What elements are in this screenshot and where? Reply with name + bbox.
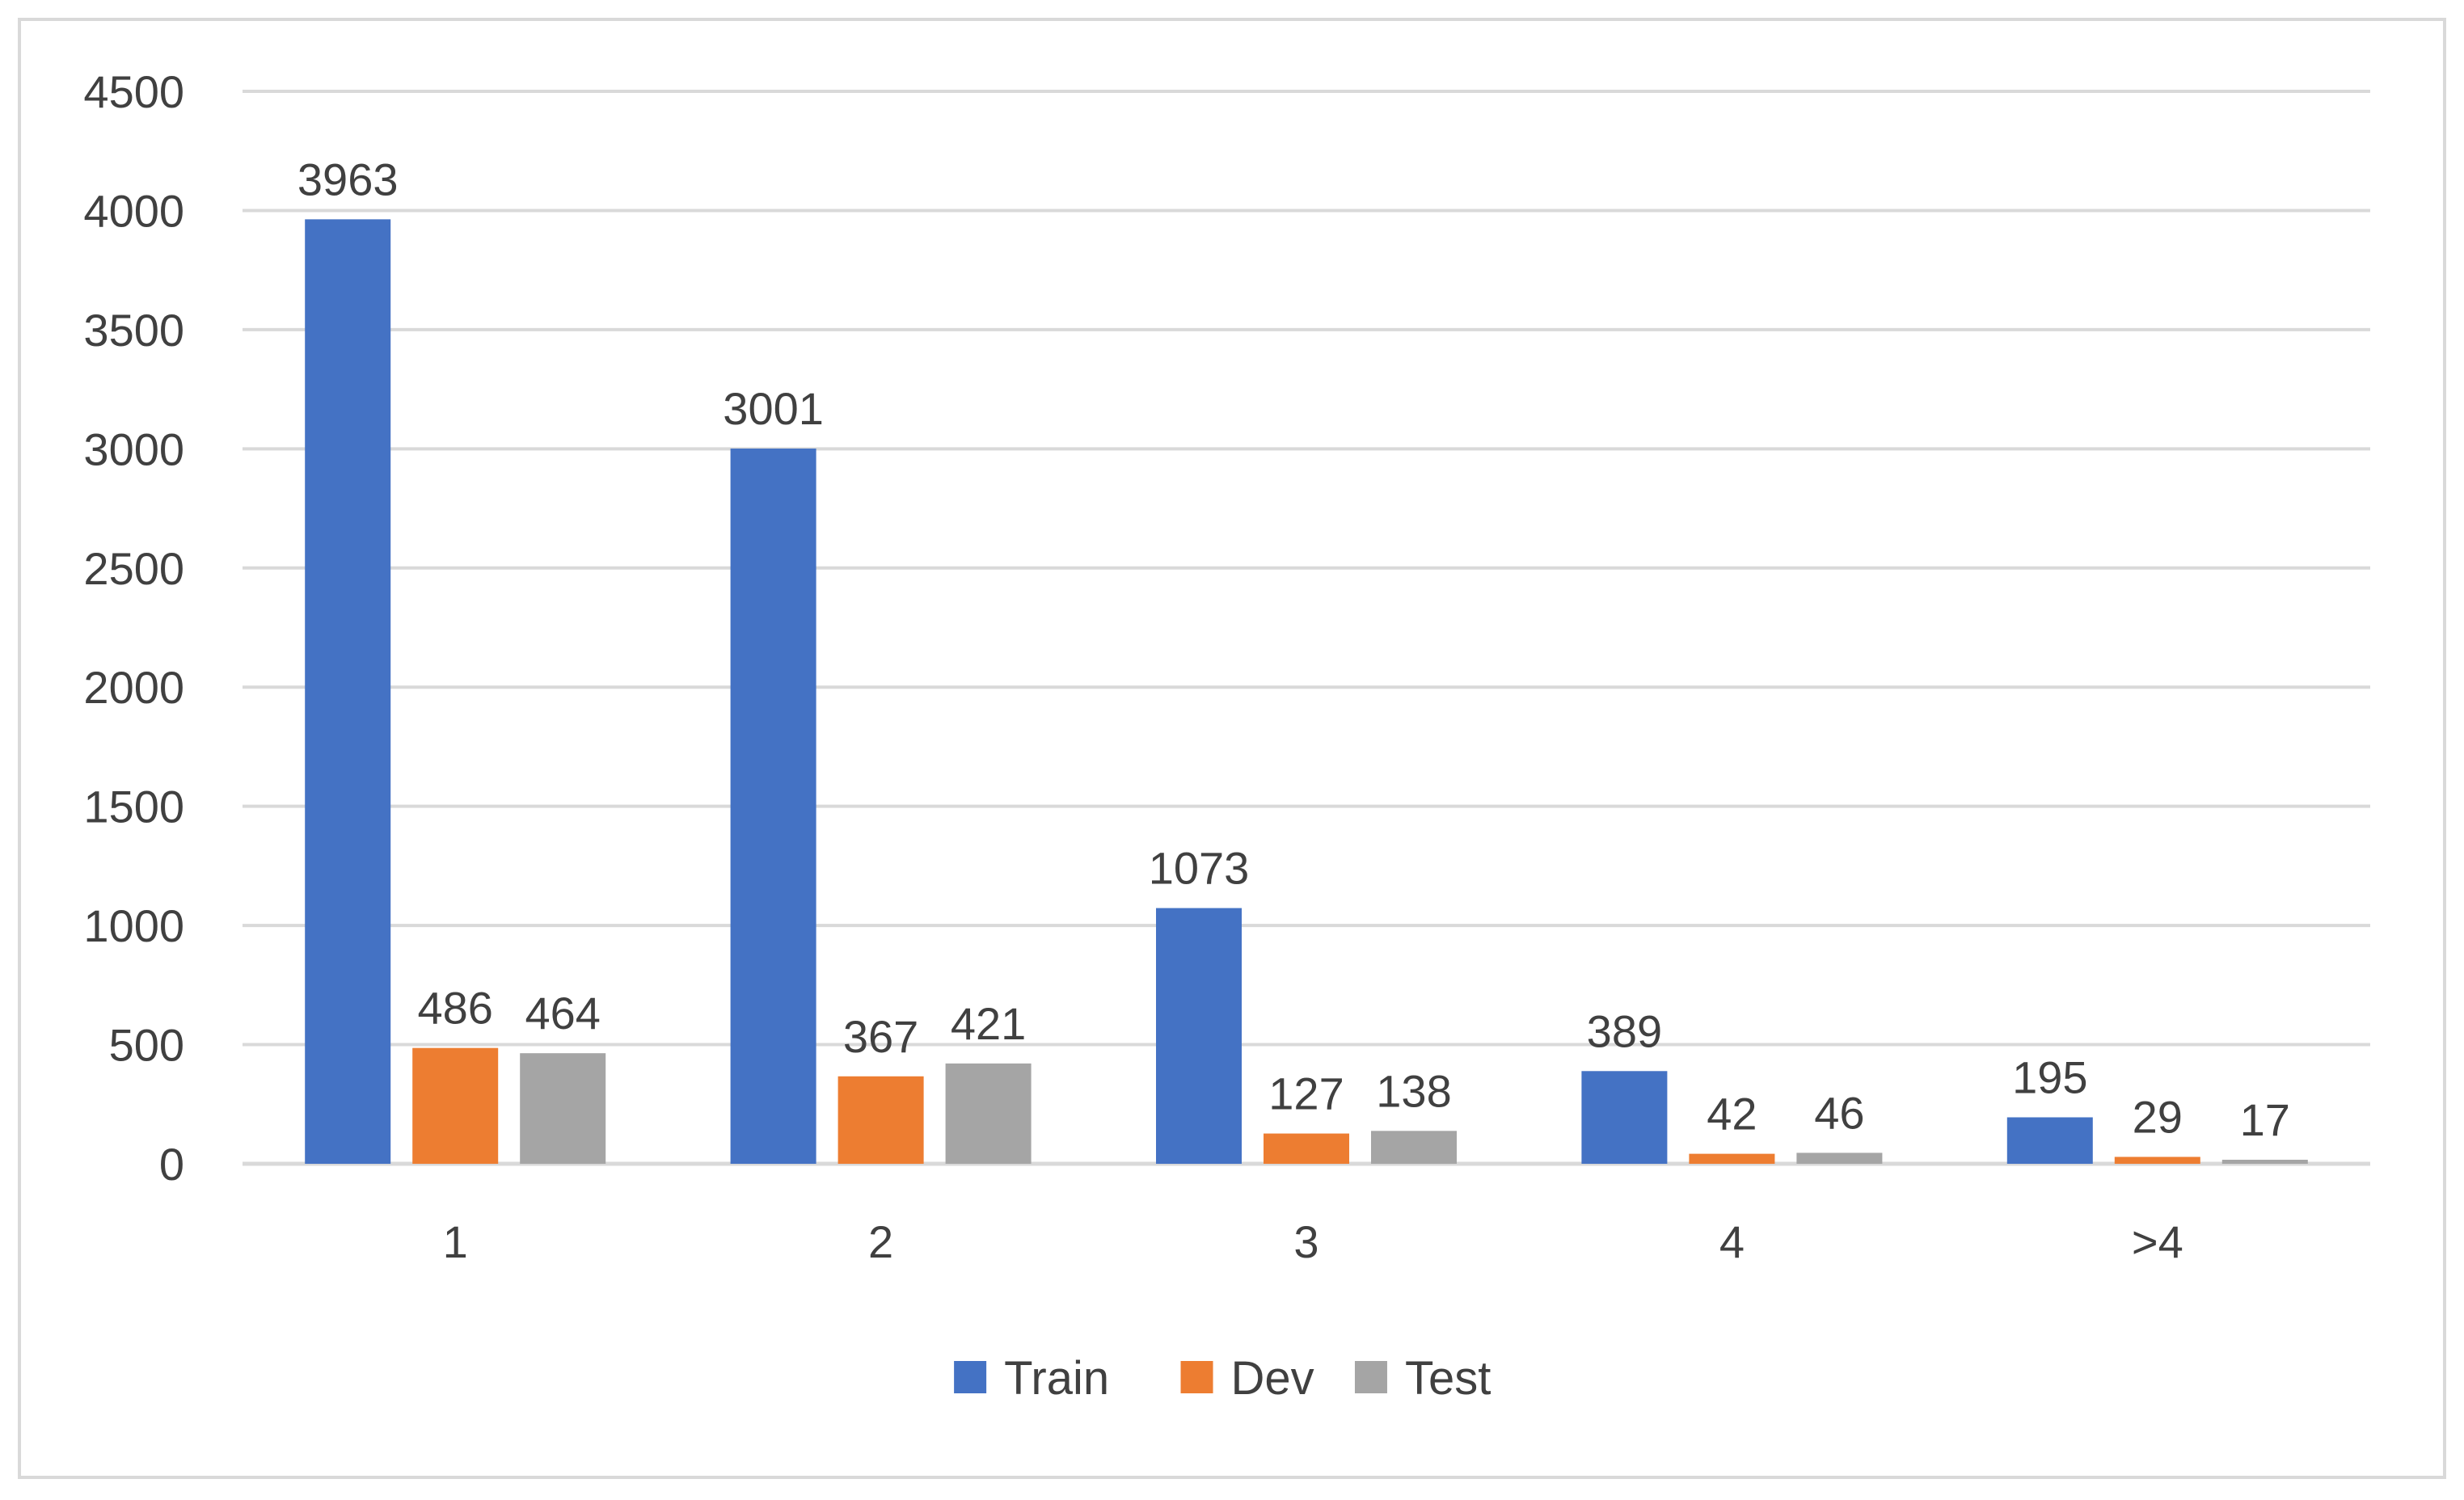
x-axis-tick-labels: 1 2 3 4 >4 — [443, 1216, 2183, 1267]
data-label-dev: 127 — [1268, 1068, 1344, 1119]
y-tick-label: 4500 — [83, 66, 184, 117]
bar-dev-3 — [1264, 1133, 1349, 1164]
data-label-train: 195 — [2012, 1051, 2087, 1102]
x-tick-label: 2 — [868, 1216, 893, 1267]
data-label-train: 3001 — [723, 383, 824, 434]
x-tick-label: >4 — [2132, 1216, 2183, 1267]
y-tick-label: 0 — [159, 1139, 184, 1190]
bar-test-4 — [1796, 1152, 1883, 1164]
bar-test-2 — [945, 1063, 1032, 1164]
data-label-test: 421 — [951, 998, 1026, 1049]
y-tick-label: 3000 — [83, 423, 184, 474]
data-label-test: 464 — [525, 988, 600, 1039]
bar-train-2 — [730, 449, 816, 1164]
y-tick-label: 1000 — [83, 900, 184, 951]
bar-train-1 — [305, 219, 391, 1164]
data-label-test: 17 — [2240, 1094, 2290, 1145]
legend-swatch-dev — [1180, 1361, 1213, 1393]
data-label-dev: 367 — [843, 1011, 918, 1062]
data-label-train: 389 — [1587, 1005, 1662, 1056]
bar-test-1 — [520, 1053, 606, 1164]
y-tick-label: 500 — [109, 1020, 184, 1071]
x-tick-label: 1 — [443, 1216, 468, 1267]
y-axis-tick-labels: 0 500 1000 1500 2000 2500 3000 3500 4000 4500 — [83, 66, 184, 1190]
y-tick-label: 4000 — [83, 185, 184, 236]
bar-test-3 — [1371, 1131, 1457, 1164]
bar-dev-5 — [2114, 1157, 2200, 1164]
bar-dev-2 — [838, 1076, 924, 1164]
data-label-train: 3963 — [297, 154, 399, 204]
legend: Train Dev Test — [954, 1352, 1491, 1405]
data-labels: 3963 486 464 3001 367 421 1073 127 138 389 42 46 195… — [297, 154, 2290, 1145]
x-tick-label: 4 — [1719, 1216, 1745, 1267]
bars — [305, 219, 2308, 1164]
legend-label-dev: Dev — [1231, 1352, 1314, 1405]
bar-train-5 — [2006, 1117, 2093, 1164]
legend-label-test: Test — [1405, 1352, 1491, 1405]
data-label-train: 1073 — [1149, 843, 1250, 894]
data-label-dev: 29 — [2133, 1091, 2183, 1142]
data-label-test: 46 — [1814, 1087, 1864, 1138]
data-label-test: 138 — [1376, 1065, 1451, 1116]
x-tick-label: 3 — [1293, 1216, 1318, 1267]
chart-border — [18, 18, 2446, 1479]
bar-dev-4 — [1689, 1153, 1775, 1164]
y-tick-label: 2000 — [83, 662, 184, 713]
legend-swatch-train — [954, 1361, 987, 1393]
bar-train-4 — [1581, 1071, 1668, 1164]
bar-test-5 — [2221, 1159, 2308, 1164]
legend-label-train: Train — [1004, 1352, 1109, 1405]
bar-train-3 — [1156, 908, 1242, 1164]
y-tick-label: 2500 — [83, 543, 184, 594]
y-tick-label: 3500 — [83, 305, 184, 356]
bar-dev-1 — [412, 1047, 499, 1164]
data-label-dev: 486 — [417, 983, 492, 1034]
data-label-dev: 42 — [1707, 1089, 1757, 1140]
y-tick-label: 1500 — [83, 782, 184, 832]
legend-swatch-test — [1354, 1361, 1387, 1393]
